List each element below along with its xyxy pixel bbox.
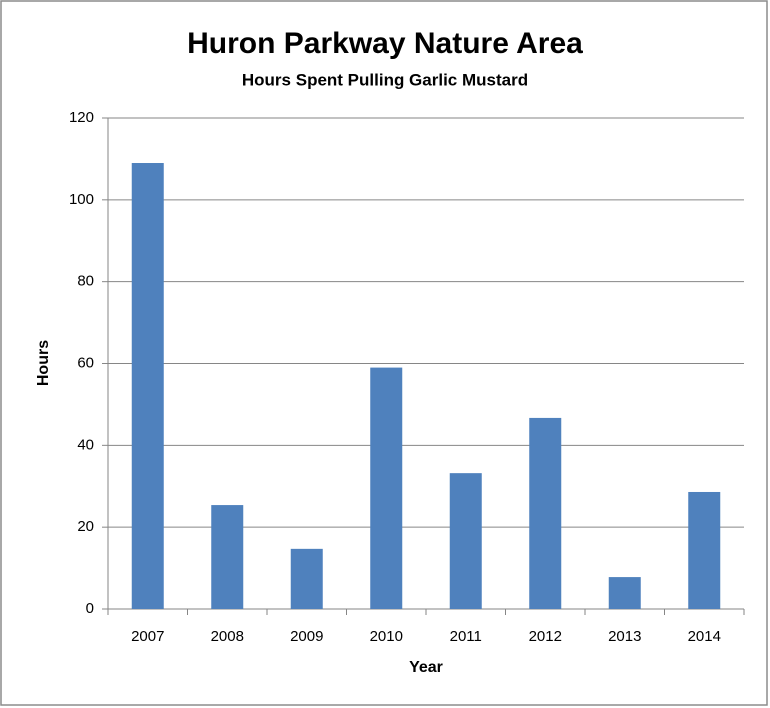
x-tick-label: 2011 bbox=[450, 628, 482, 645]
y-tick-label: 20 bbox=[77, 518, 94, 535]
x-tick-label: 2012 bbox=[529, 628, 562, 645]
y-tick-label: 60 bbox=[77, 354, 94, 371]
chart-subtitle: Hours Spent Pulling Garlic Mustard bbox=[242, 70, 528, 89]
bar bbox=[131, 163, 164, 609]
bar bbox=[529, 417, 562, 609]
bar bbox=[290, 548, 323, 609]
bar bbox=[608, 577, 641, 609]
y-tick-label: 40 bbox=[77, 436, 94, 453]
x-tick-label: 2009 bbox=[290, 628, 323, 645]
y-tick-label: 100 bbox=[69, 191, 94, 208]
x-tick-label: 2008 bbox=[211, 628, 244, 645]
bar bbox=[688, 491, 721, 609]
x-tick-label: 2007 bbox=[131, 628, 164, 645]
x-tick-label: 2014 bbox=[688, 628, 721, 645]
bar bbox=[449, 473, 482, 609]
bar bbox=[370, 367, 403, 609]
x-axis-label: Year bbox=[409, 659, 443, 676]
y-tick-label: 120 bbox=[69, 109, 94, 126]
y-tick-label: 0 bbox=[86, 600, 94, 617]
chart-title: Huron Parkway Nature Area bbox=[187, 27, 583, 60]
y-tick-label: 80 bbox=[77, 273, 94, 290]
y-axis-label: Hours bbox=[35, 340, 52, 386]
bar bbox=[211, 505, 244, 609]
x-tick-label: 2010 bbox=[370, 628, 403, 645]
x-tick-label: 2013 bbox=[608, 628, 641, 645]
